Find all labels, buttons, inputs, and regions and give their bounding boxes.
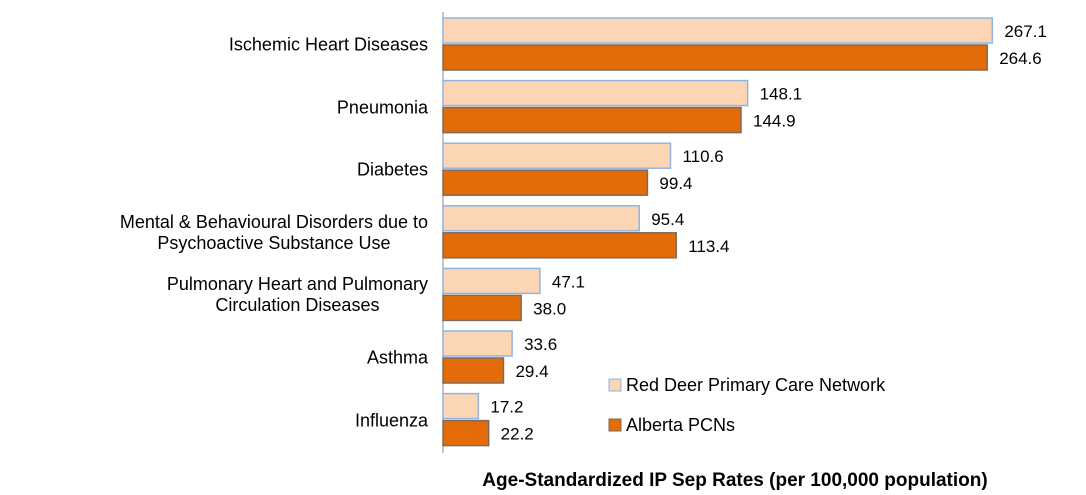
legend-swatch xyxy=(608,418,622,432)
bar xyxy=(442,17,994,44)
y-tick-label: Influenza xyxy=(354,410,428,431)
bar xyxy=(442,392,480,420)
x-axis-label: Age-Standardized IP Sep Rates (per 100,0… xyxy=(482,470,987,491)
y-tick-label: Pulmonary Heart and Pulmonary Circulatio… xyxy=(166,274,428,316)
bar xyxy=(442,330,513,357)
y-tick-label: Asthma xyxy=(366,347,428,368)
y-tick-label: Mental & Behavioural Disorders due to Ps… xyxy=(119,211,428,253)
bar xyxy=(442,142,672,169)
value-label: 17.2 xyxy=(490,398,523,417)
y-tick-label: Ischemic Heart Diseases xyxy=(228,34,428,55)
y-tick-label: Pneumonia xyxy=(336,97,428,118)
value-label: 144.9 xyxy=(753,112,796,131)
bar xyxy=(442,205,640,232)
bar xyxy=(442,106,742,134)
value-label: 22.2 xyxy=(501,425,534,444)
value-label: 29.4 xyxy=(515,362,548,381)
bar xyxy=(442,267,541,295)
value-label: 267.1 xyxy=(1004,22,1047,41)
bar xyxy=(442,44,988,71)
bar xyxy=(442,232,677,259)
value-label: 33.6 xyxy=(524,335,557,354)
bar xyxy=(442,169,649,196)
value-label: 148.1 xyxy=(760,85,803,104)
value-label: 264.6 xyxy=(999,49,1042,68)
value-label: 95.4 xyxy=(651,210,684,229)
bar xyxy=(442,357,505,384)
value-label: 99.4 xyxy=(659,174,692,193)
bar xyxy=(442,419,490,447)
legend-swatch xyxy=(608,378,622,392)
value-label: 47.1 xyxy=(552,272,585,291)
legend-label: Red Deer Primary Care Network xyxy=(626,375,886,395)
y-tick-label: Diabetes xyxy=(356,159,428,180)
legend-label: Alberta PCNs xyxy=(626,415,735,435)
bar xyxy=(442,294,522,322)
value-label: 110.6 xyxy=(682,147,723,166)
value-label: 113.4 xyxy=(688,237,729,256)
bar xyxy=(442,79,749,107)
value-label: 38.0 xyxy=(533,299,566,318)
